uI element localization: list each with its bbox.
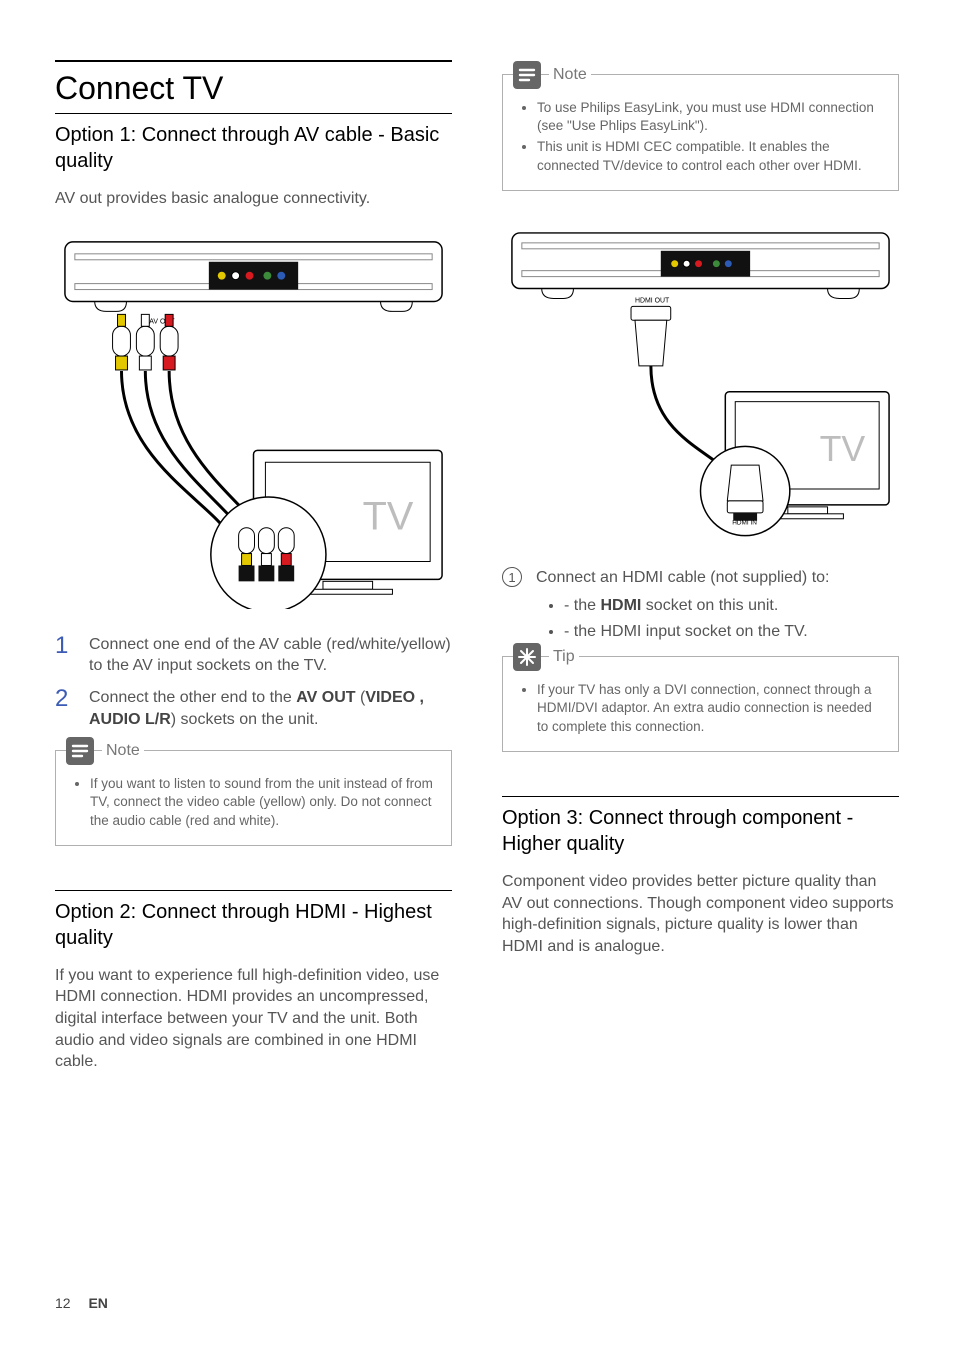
right-column: Note To use Philips EasyLink, you must u…: [502, 60, 899, 1087]
note-box-option1: Note If you want to listen to sound from…: [55, 750, 452, 846]
hdmi-step-1: 1 Connect an HDMI cable (not supplied) t…: [502, 567, 899, 642]
note-item: To use Philips EasyLink, you must use HD…: [537, 99, 884, 135]
page-footer: 12 EN: [55, 1295, 108, 1311]
page-number: 12: [55, 1295, 71, 1311]
note-item: This unit is HDMI CEC compatible. It ena…: [537, 138, 884, 174]
hdmi-in-label: HDMI IN: [732, 520, 757, 527]
option1-heading: Option 1: Connect through AV cable - Bas…: [55, 113, 452, 174]
note-item: If you want to listen to sound from the …: [90, 775, 437, 830]
two-column-layout: Connect TV Option 1: Connect through AV …: [55, 60, 899, 1087]
hdmi-sub-item: - the HDMI input socket on the TV.: [564, 621, 899, 643]
option3-heading: Option 3: Connect through component - Hi…: [502, 796, 899, 857]
page-title: Connect TV: [55, 60, 452, 107]
option1-steps: Connect one end of the AV cable (red/whi…: [55, 634, 452, 730]
note-title: Note: [549, 66, 591, 84]
note-title: Note: [102, 742, 144, 760]
tv-label: TV: [820, 429, 866, 469]
av-diagram: AV OUT: [55, 232, 452, 609]
note-icon: [66, 737, 94, 765]
tip-icon: [513, 643, 541, 671]
hdmi-out-label: HDMI OUT: [635, 297, 670, 304]
bold-hdmi: HDMI: [600, 597, 641, 614]
hdmi-steps: 1 Connect an HDMI cable (not supplied) t…: [502, 567, 899, 642]
tip-title: Tip: [549, 648, 579, 666]
bold-avout: AV OUT: [296, 689, 355, 706]
circled-number-icon: 1: [502, 567, 522, 587]
tip-item: If your TV has only a DVI connection, co…: [537, 681, 884, 736]
note-icon: [513, 61, 541, 89]
bold-video-audio: VIDEO , AUDIO L/R: [89, 689, 424, 728]
option2-heading: Option 2: Connect through HDMI - Highest…: [55, 890, 452, 951]
option2-intro: If you want to experience full high-defi…: [55, 965, 452, 1073]
option3-intro: Component video provides better picture …: [502, 871, 899, 957]
note-box-top: Note To use Philips EasyLink, you must u…: [502, 74, 899, 191]
hdmi-diagram: HDMI OUT TV: [502, 225, 899, 543]
left-column: Connect TV Option 1: Connect through AV …: [55, 60, 452, 1087]
hdmi-step-text: Connect an HDMI cable (not supplied) to:: [536, 569, 829, 586]
hdmi-sub-list: - the HDMI socket on this unit. - the HD…: [536, 595, 899, 642]
manual-page: Connect TV Option 1: Connect through AV …: [0, 0, 954, 1351]
option1-intro: AV out provides basic analogue connectiv…: [55, 188, 452, 210]
page-lang: EN: [88, 1295, 107, 1311]
tip-box: Tip If your TV has only a DVI connection…: [502, 656, 899, 752]
step-2: Connect the other end to the AV OUT (VID…: [55, 687, 452, 730]
hdmi-sub-item: - the HDMI socket on this unit.: [564, 595, 899, 617]
step-1: Connect one end of the AV cable (red/whi…: [55, 634, 452, 677]
tv-label: TV: [363, 494, 414, 538]
